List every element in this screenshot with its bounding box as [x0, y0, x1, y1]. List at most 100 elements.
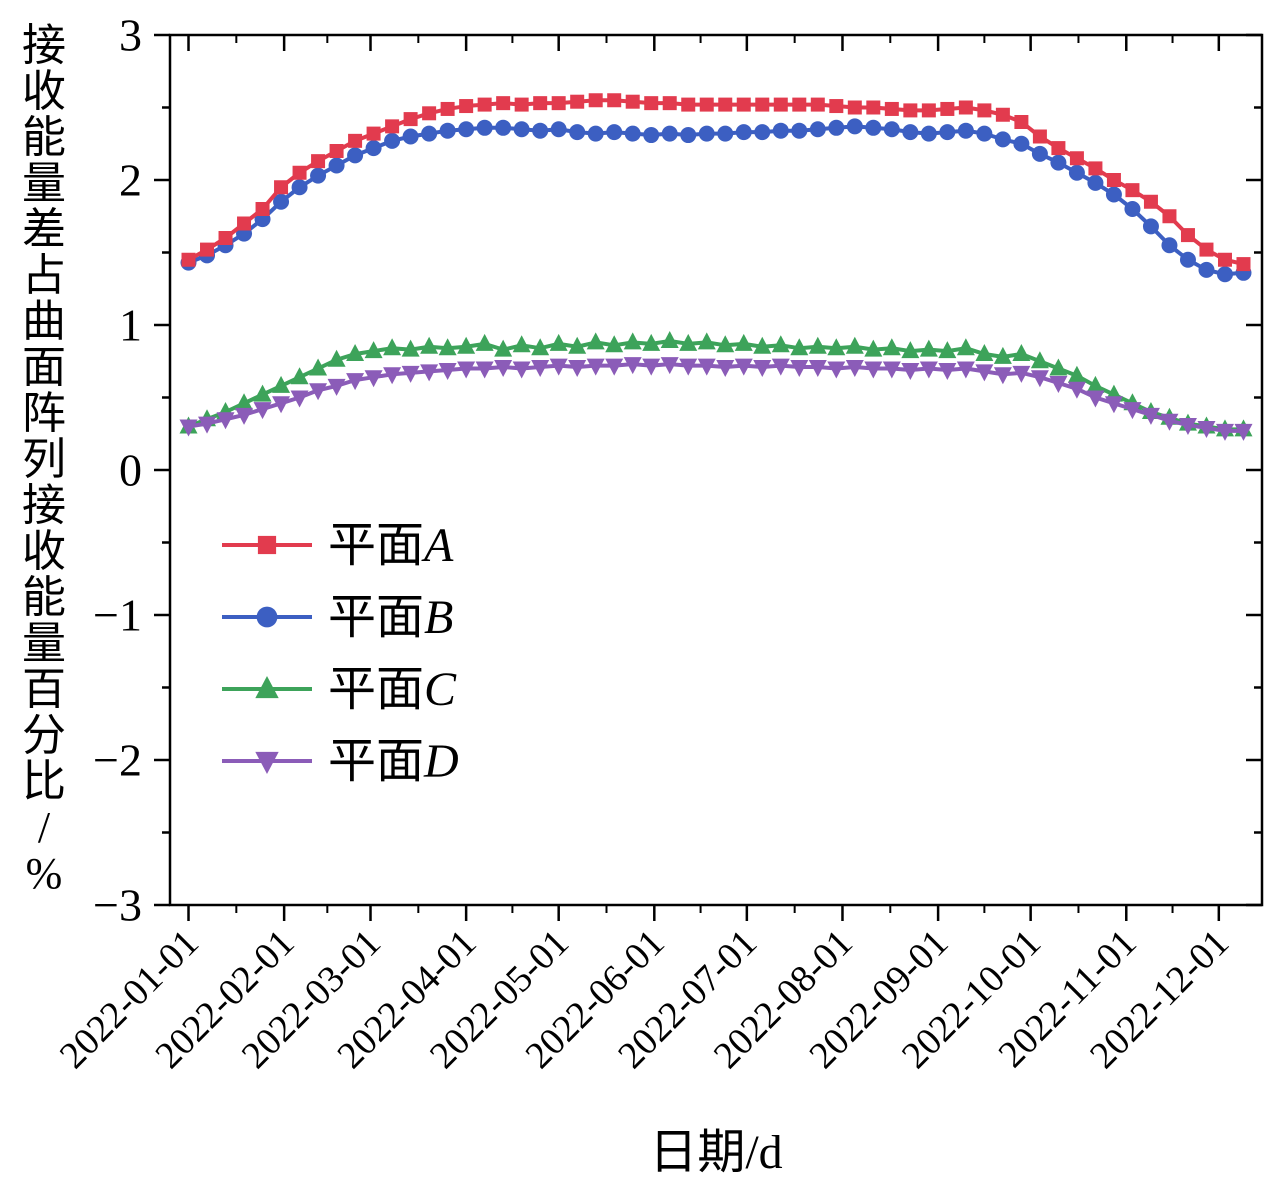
y-tick-label: −2: [93, 735, 142, 786]
marker-triangle-up: [568, 336, 587, 354]
marker-square: [1014, 115, 1029, 129]
marker-triangle-up: [438, 338, 457, 356]
marker-triangle-down: [290, 390, 309, 408]
marker-triangle-up: [420, 336, 439, 354]
marker-circle: [828, 119, 845, 136]
marker-circle: [1124, 201, 1141, 217]
marker-triangle-down: [457, 361, 476, 379]
marker-circle: [1068, 164, 1085, 181]
marker-circle: [606, 124, 623, 141]
marker-square: [1199, 242, 1214, 257]
marker-triangle-up: [808, 336, 827, 354]
marker-square: [699, 97, 714, 112]
marker-square: [257, 535, 277, 555]
marker-circle: [1087, 174, 1104, 191]
marker-triangle-down: [1067, 381, 1086, 399]
marker-square: [1069, 151, 1084, 166]
legend-item-d: 平面D: [222, 735, 459, 788]
marker-triangle-down: [568, 360, 587, 378]
marker-square: [348, 133, 363, 148]
marker-triangle-up: [364, 341, 383, 359]
marker-square: [1088, 161, 1103, 176]
marker-triangle-up: [1049, 358, 1068, 376]
marker-triangle-down: [420, 364, 439, 382]
marker-triangle-up: [255, 676, 279, 699]
marker-triangle-up: [716, 335, 735, 353]
marker-circle: [624, 125, 641, 142]
series-a-line: [187, 98, 1244, 267]
marker-circle: [1161, 237, 1178, 254]
marker-triangle-up: [919, 339, 938, 357]
marker-circle: [865, 119, 882, 136]
marker-triangle-down: [956, 361, 975, 379]
series-a: [181, 93, 1251, 272]
marker-triangle-down: [235, 407, 254, 425]
marker-triangle-down: [771, 358, 790, 376]
y-axis-label: 接收能量差占曲面阵列接收能量百分比/%: [22, 21, 66, 898]
y-axis: −3 −2 −1 0 1 2 3: [93, 10, 1262, 931]
marker-square: [440, 101, 455, 116]
marker-circle: [809, 121, 826, 138]
marker-triangle-down: [716, 360, 735, 378]
marker-triangle-down: [975, 364, 994, 382]
marker-triangle-down: [1141, 407, 1160, 425]
marker-triangle-down: [1049, 376, 1068, 393]
marker-circle: [347, 147, 364, 164]
marker-circle: [532, 122, 549, 139]
marker-square: [366, 126, 381, 141]
marker-triangle-up: [901, 341, 920, 359]
marker-circle: [661, 125, 678, 142]
marker-triangle-up: [457, 336, 476, 354]
marker-circle: [1198, 261, 1215, 278]
marker-triangle-up: [827, 338, 846, 356]
marker-square: [403, 112, 418, 127]
marker-triangle-up: [790, 338, 809, 356]
marker-triangle-down: [475, 361, 494, 379]
marker-square: [274, 180, 289, 195]
marker-circle: [698, 125, 715, 142]
series-c: [179, 330, 1253, 437]
y-tick-label: −3: [93, 880, 142, 931]
series-c-markers: [179, 330, 1253, 437]
marker-triangle-down: [438, 362, 457, 380]
series-d-markers: [179, 357, 1253, 441]
marker-triangle-up: [679, 333, 698, 351]
marker-triangle-up: [531, 338, 550, 356]
marker-square: [940, 101, 955, 116]
marker-triangle-up: [290, 367, 309, 385]
y-tick-label: 2: [119, 155, 142, 206]
marker-circle: [328, 157, 345, 174]
marker-triangle-up: [383, 338, 402, 356]
marker-circle: [256, 606, 278, 628]
marker-square: [681, 97, 696, 112]
marker-triangle-up: [697, 332, 716, 350]
marker-circle: [1050, 154, 1067, 171]
marker-square: [1236, 257, 1251, 272]
marker-square: [570, 94, 585, 109]
marker-circle: [550, 121, 567, 138]
marker-triangle-up: [235, 393, 254, 411]
marker-square: [1051, 141, 1066, 156]
y-tick-label: 3: [119, 10, 142, 61]
marker-circle: [976, 125, 993, 142]
marker-circle: [754, 124, 771, 141]
marker-triangle-up: [734, 333, 753, 351]
marker-triangle-down: [1160, 413, 1179, 431]
marker-circle: [421, 125, 438, 142]
marker-square: [181, 252, 196, 267]
marker-circle: [365, 140, 382, 157]
marker-triangle-up: [272, 375, 291, 393]
marker-triangle-down: [401, 365, 420, 383]
marker-triangle-down: [1123, 402, 1142, 420]
marker-triangle-up: [494, 339, 513, 357]
marker-circle: [846, 118, 863, 135]
marker-circle: [1013, 135, 1030, 152]
marker-triangle-up: [1067, 365, 1086, 383]
marker-square: [292, 165, 307, 180]
marker-circle: [957, 122, 974, 139]
marker-square: [514, 97, 529, 112]
marker-triangle-up: [309, 358, 328, 376]
marker-square: [644, 96, 659, 111]
